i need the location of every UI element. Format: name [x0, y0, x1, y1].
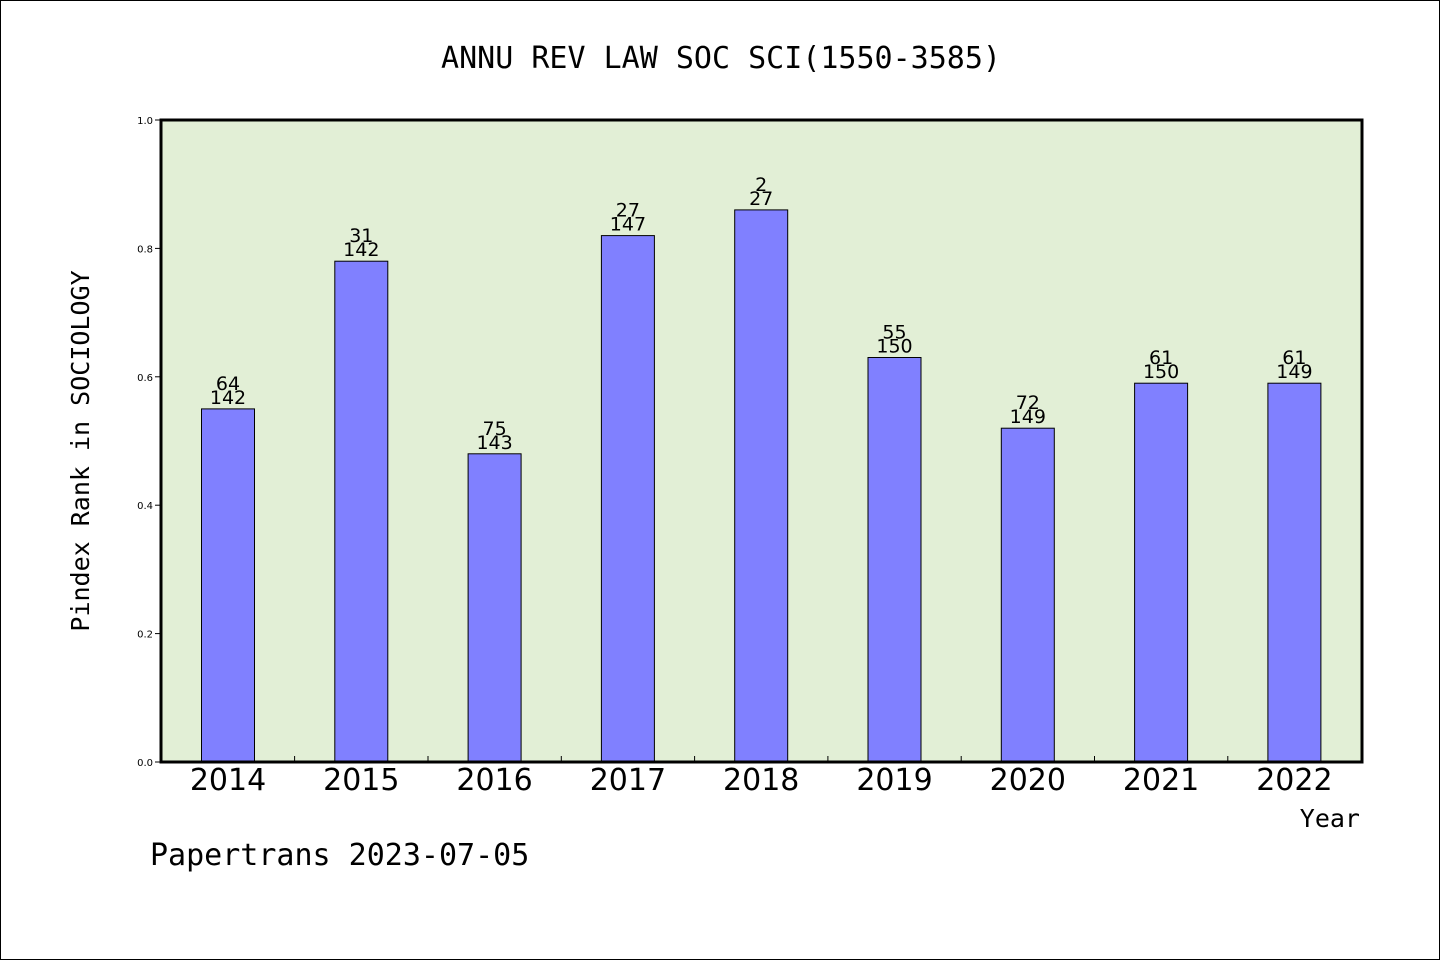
bar-2019 — [867, 357, 922, 763]
x-tick-label-2016: 2016 — [456, 763, 532, 798]
x-tick-label-2019: 2019 — [856, 763, 932, 798]
footer-credit: Papertrans 2023-07-05 — [150, 838, 529, 873]
bar-2015 — [334, 260, 389, 763]
x-tick-label-2021: 2021 — [1123, 763, 1199, 798]
bar-rank-label-2017: 27 — [616, 200, 640, 222]
bar-2017 — [600, 235, 655, 763]
bar-total-label-2021: 150 — [1143, 361, 1179, 383]
x-axis: 2014 2015 2016 2017 2018 2019 2020 2021 2022 — [190, 756, 1333, 798]
bar-2022 — [1267, 382, 1322, 763]
bar-2020 — [1000, 427, 1055, 763]
bar-rank-label-2015: 31 — [349, 225, 373, 247]
y-tick-label: 0.0 — [137, 758, 153, 769]
bar-total-label-2016: 143 — [476, 432, 512, 454]
y-tick-label: 0.6 — [137, 373, 153, 384]
bar-rank-label-2019: 55 — [882, 322, 906, 344]
x-tick-label-2015: 2015 — [323, 763, 399, 798]
y-tick-label: 0.4 — [137, 501, 153, 512]
bar-rank-label-2018: 2 — [755, 174, 767, 196]
chart-title: ANNU REV LAW SOC SCI(1550-3585) — [441, 41, 1001, 76]
bar-total-label-2018: 27 — [749, 188, 773, 210]
bar-total-label-2017: 147 — [610, 214, 646, 236]
x-tick-label-2020: 2020 — [990, 763, 1066, 798]
bar-rank-label-2022: 61 — [1282, 347, 1306, 369]
bar-2014 — [201, 408, 255, 763]
x-tick-label-2018: 2018 — [723, 763, 799, 798]
x-tick-label-2014: 2014 — [190, 763, 266, 798]
bar-total-label-2022: 149 — [1276, 361, 1312, 383]
bar-2021 — [1134, 382, 1189, 763]
y-tick-label: 1.0 — [137, 116, 153, 127]
bar-2016 — [467, 453, 522, 763]
bar-rank-label-2021: 61 — [1149, 347, 1173, 369]
x-tick-label-2022: 2022 — [1256, 763, 1332, 798]
y-axis-label: Pindex Rank in SOCIOLOGY — [66, 270, 95, 631]
y-axis: 0.0 0.2 0.4 0.6 0.8 1.0 — [137, 116, 161, 769]
bar-labels-group: 6414231142751432714722755150721496115061… — [210, 174, 1313, 454]
bar-total-label-2020: 149 — [1010, 406, 1046, 428]
x-axis-label: Year — [1300, 804, 1360, 833]
bar-rank-label-2014: 64 — [216, 373, 240, 395]
bar-total-label-2019: 150 — [876, 336, 912, 358]
x-tick-label-2017: 2017 — [590, 763, 666, 798]
bar-rank-label-2020: 72 — [1016, 392, 1040, 414]
bar-rank-label-2016: 75 — [483, 418, 507, 440]
bar-total-label-2014: 142 — [210, 387, 246, 409]
plot-border — [159, 118, 1364, 764]
bars-group — [201, 209, 1322, 763]
bar-total-label-2015: 142 — [343, 239, 379, 261]
y-tick-label: 0.8 — [137, 244, 153, 255]
bar-2018 — [734, 209, 789, 763]
y-tick-label: 0.2 — [137, 630, 153, 641]
